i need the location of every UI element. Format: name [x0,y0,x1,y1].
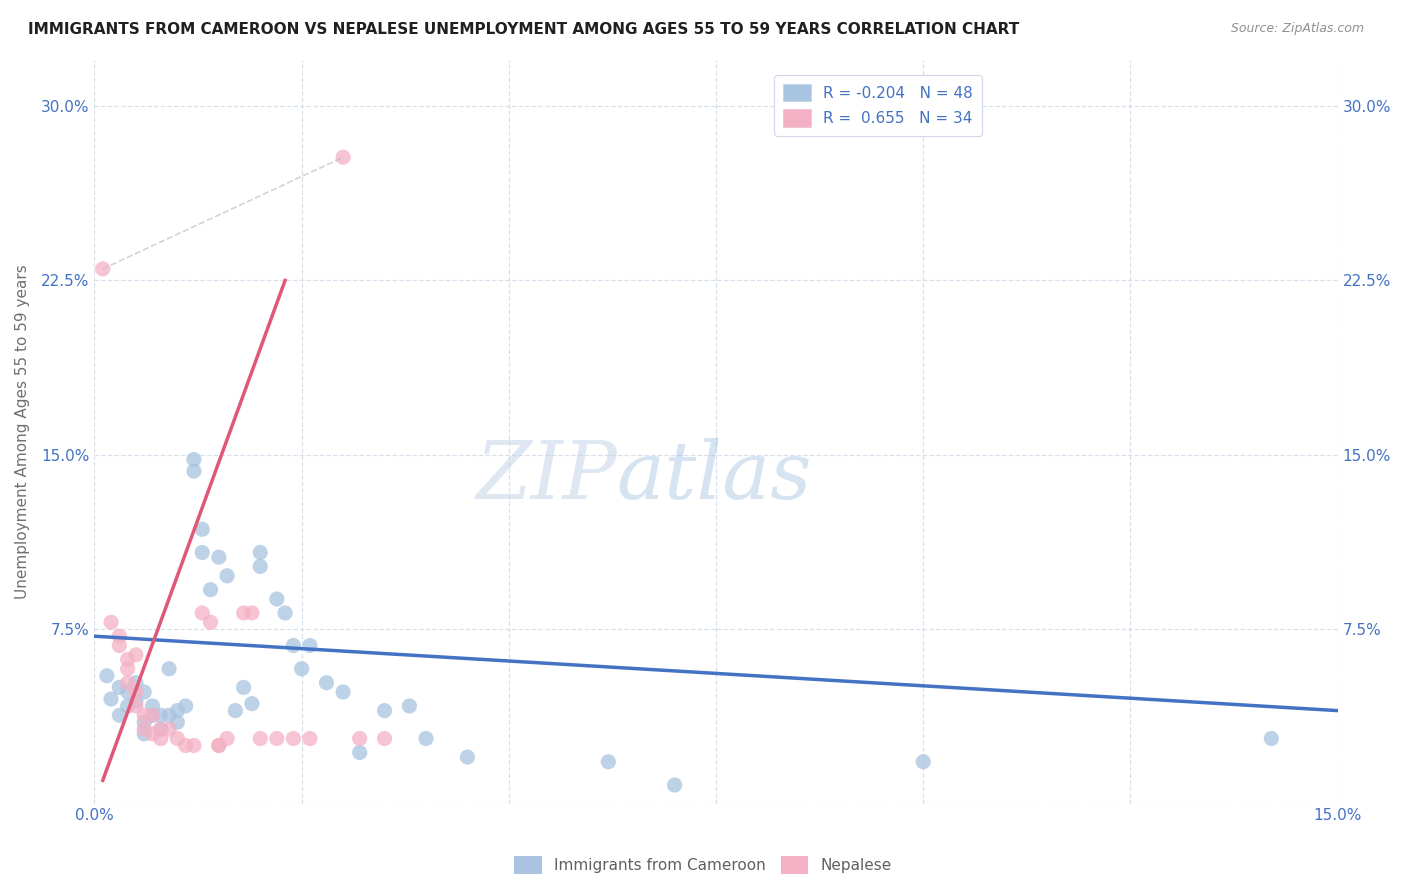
Point [266,731,288,746]
Point [315,675,337,690]
Point [191,522,214,536]
Point [134,685,156,699]
Point [117,652,139,666]
Point [349,746,371,760]
Point [141,708,163,723]
Point [100,615,122,630]
Point [415,731,437,746]
Point [166,704,188,718]
Point [96,669,118,683]
Point [134,723,156,737]
Point [208,739,231,753]
Point [149,723,172,737]
Point [174,698,197,713]
Point [291,662,314,676]
Point [183,452,205,467]
Point [183,464,205,478]
Point [134,727,156,741]
Point [266,592,288,607]
Point [149,723,172,737]
Point [332,685,354,699]
Point [249,559,271,574]
Point [117,662,139,676]
Point [240,697,263,711]
Legend: R = -0.204   N = 48, R =  0.655   N = 34: R = -0.204 N = 48, R = 0.655 N = 34 [775,75,981,136]
Point [191,606,214,620]
Point [374,704,396,718]
Point [108,629,131,643]
Point [191,545,214,559]
Point [217,731,239,746]
Point [332,150,354,164]
Point [134,715,156,730]
Text: atlas: atlas [617,437,813,515]
Point [232,681,254,695]
Point [141,698,163,713]
Point [134,708,156,723]
Point [125,694,148,708]
Point [349,731,371,746]
Point [664,778,686,792]
Text: ZIP: ZIP [475,437,617,515]
Point [125,648,148,662]
Point [117,698,139,713]
Point [283,639,305,653]
Point [200,615,222,630]
Point [249,545,271,559]
Point [100,692,122,706]
Point [91,261,114,276]
Point [125,675,148,690]
Point [249,731,271,746]
Point [217,568,239,582]
Point [157,662,180,676]
Point [125,698,148,713]
Point [208,739,231,753]
Point [117,675,139,690]
Point [174,739,197,753]
Point [141,727,163,741]
Point [125,685,148,699]
Point [141,708,163,723]
Point [149,731,172,746]
Point [1260,731,1282,746]
Point [149,708,172,723]
Point [398,698,420,713]
Point [208,550,231,565]
Point [274,606,297,620]
Point [912,755,935,769]
Point [108,639,131,653]
Point [240,606,263,620]
Point [283,731,305,746]
Point [232,606,254,620]
Legend: Immigrants from Cameroon, Nepalese: Immigrants from Cameroon, Nepalese [508,850,898,880]
Point [117,685,139,699]
Point [166,731,188,746]
Point [224,704,246,718]
Point [456,750,478,764]
Point [157,708,180,723]
Point [183,739,205,753]
Point [108,708,131,723]
Text: IMMIGRANTS FROM CAMEROON VS NEPALESE UNEMPLOYMENT AMONG AGES 55 TO 59 YEARS CORR: IMMIGRANTS FROM CAMEROON VS NEPALESE UNE… [28,22,1019,37]
Point [374,731,396,746]
Y-axis label: Unemployment Among Ages 55 to 59 years: Unemployment Among Ages 55 to 59 years [15,264,30,599]
Text: Source: ZipAtlas.com: Source: ZipAtlas.com [1230,22,1364,36]
Point [598,755,620,769]
Point [108,681,131,695]
Point [166,715,188,730]
Point [200,582,222,597]
Point [157,723,180,737]
Point [298,731,321,746]
Point [298,639,321,653]
